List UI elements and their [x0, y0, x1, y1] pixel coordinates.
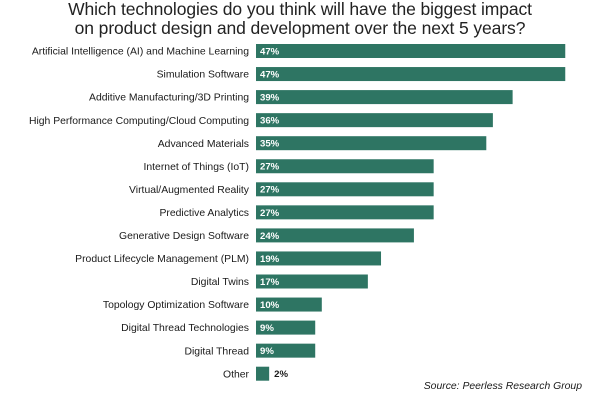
bar-internet-of-things-iot	[256, 159, 434, 174]
bar-generative-design-software	[256, 228, 414, 243]
chart-title-line-2: on product design and development over t…	[74, 18, 526, 38]
chart-title-line-1: Which technologies do you think will hav…	[68, 0, 532, 19]
chart-title: Which technologies do you think will hav…	[0, 0, 600, 38]
bar-virtual-augmented-reality	[256, 182, 434, 197]
category-label-internet-of-things-iot: Internet of Things (IoT)	[144, 162, 250, 173]
value-label-other: 2%	[274, 369, 288, 380]
category-label-digital-thread-technologies: Digital Thread Technologies	[121, 323, 249, 334]
category-label-topology-optimization-software: Topology Optimization Software	[103, 300, 249, 311]
value-label-digital-thread-technologies: 9%	[260, 323, 274, 334]
category-label-high-performance-computing-cloud-computing: High Performance Computing/Cloud Computi…	[29, 116, 249, 127]
value-label-simulation-software: 47%	[260, 69, 280, 80]
bar-artificial-intelligence-ai-and-machine-learning	[256, 44, 566, 58]
bar-digital-twins	[256, 274, 368, 289]
value-label-generative-design-software: 24%	[260, 231, 280, 242]
value-label-digital-thread: 9%	[260, 346, 274, 357]
bar-advanced-materials	[256, 136, 487, 151]
value-label-virtual-augmented-reality: 27%	[260, 185, 280, 196]
bar-digital-thread	[256, 343, 316, 358]
value-label-digital-twins: 17%	[260, 277, 280, 288]
category-label-simulation-software: Simulation Software	[157, 70, 250, 81]
value-label-artificial-intelligence-ai-and-machine-learning: 47%	[260, 46, 280, 57]
value-label-predictive-analytics: 27%	[260, 208, 280, 219]
bar-other	[256, 366, 270, 381]
bar-digital-thread-technologies	[256, 320, 316, 335]
category-label-digital-thread: Digital Thread	[185, 346, 250, 357]
category-label-generative-design-software: Generative Design Software	[119, 231, 249, 242]
category-label-digital-twins: Digital Twins	[191, 277, 249, 288]
bar-topology-optimization-software	[256, 297, 322, 312]
category-label-virtual-augmented-reality: Virtual/Augmented Reality	[129, 185, 250, 196]
chart-source: Source: Peerless Research Group	[423, 381, 582, 392]
value-label-product-lifecycle-management-plm: 19%	[260, 254, 280, 265]
category-label-artificial-intelligence-ai-and-machine-learning: Artificial Intelligence (AI) and Machine…	[32, 47, 249, 58]
bar-additive-manufacturing-3d-printing	[256, 90, 513, 105]
bar-predictive-analytics	[256, 205, 434, 220]
category-label-additive-manufacturing-3d-printing: Additive Manufacturing/3D Printing	[89, 93, 249, 104]
category-label-advanced-materials: Advanced Materials	[158, 139, 249, 150]
category-label-product-lifecycle-management-plm: Product Lifecycle Management (PLM)	[75, 254, 249, 265]
value-label-topology-optimization-software: 10%	[260, 300, 280, 311]
value-label-high-performance-computing-cloud-computing: 36%	[260, 116, 280, 127]
bar-product-lifecycle-management-plm	[256, 251, 382, 266]
value-label-internet-of-things-iot: 27%	[260, 162, 280, 173]
category-label-other: Other	[223, 369, 250, 380]
value-label-advanced-materials: 35%	[260, 139, 280, 150]
value-label-additive-manufacturing-3d-printing: 39%	[260, 93, 280, 104]
bar-simulation-software	[256, 67, 566, 82]
category-label-predictive-analytics: Predictive Analytics	[159, 208, 249, 219]
bar-high-performance-computing-cloud-computing	[256, 113, 493, 128]
